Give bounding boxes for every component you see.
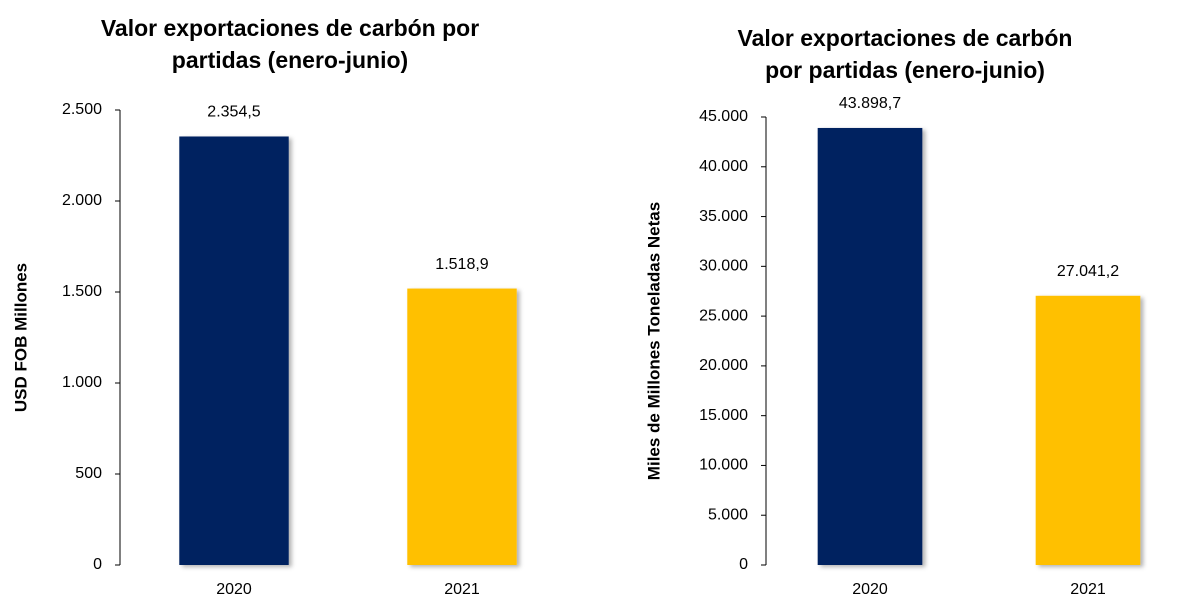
bar bbox=[817, 127, 923, 565]
y-tick-label: 25.000 bbox=[699, 307, 748, 324]
x-tick-label: 2020 bbox=[216, 581, 252, 598]
x-tick-label: 2021 bbox=[444, 581, 480, 598]
data-label: 1.518,9 bbox=[435, 256, 488, 273]
y-tick-label: 15.000 bbox=[699, 407, 748, 424]
y-tick-label: 2.500 bbox=[62, 101, 102, 118]
y-axis-label: USD FOB Millones bbox=[11, 263, 30, 412]
y-tick-label: 20.000 bbox=[699, 357, 748, 374]
data-label: 2.354,5 bbox=[207, 104, 260, 121]
data-label: 27.041,2 bbox=[1057, 263, 1119, 280]
y-tick-label: 40.000 bbox=[699, 158, 748, 175]
y-tick-label: 2.000 bbox=[62, 192, 102, 209]
bar bbox=[407, 288, 517, 565]
y-tick-label: 1.000 bbox=[62, 374, 102, 391]
y-tick-label: 5.000 bbox=[708, 506, 748, 523]
chart-title: por partidas (enero-junio) bbox=[765, 57, 1045, 83]
data-label: 43.898,7 bbox=[839, 95, 901, 112]
y-tick-label: 1.500 bbox=[62, 283, 102, 300]
bar bbox=[179, 136, 289, 565]
bar bbox=[1035, 295, 1141, 565]
y-tick-label: 10.000 bbox=[699, 457, 748, 474]
chart-title: Valor exportaciones de carbón bbox=[738, 25, 1073, 51]
y-tick-label: 45.000 bbox=[699, 108, 748, 125]
y-tick-label: 35.000 bbox=[699, 208, 748, 225]
y-tick-label: 30.000 bbox=[699, 258, 748, 275]
y-tick-label: 500 bbox=[75, 465, 102, 482]
y-tick-label: 0 bbox=[739, 556, 748, 573]
chart-title: partidas (enero-junio) bbox=[172, 47, 408, 73]
x-tick-label: 2020 bbox=[852, 581, 888, 598]
y-tick-label: 0 bbox=[93, 556, 102, 573]
chart-title: Valor exportaciones de carbón por bbox=[101, 15, 479, 41]
x-tick-label: 2021 bbox=[1070, 581, 1106, 598]
y-axis-label: Miles de Millones Toneladas Netas bbox=[644, 202, 663, 480]
